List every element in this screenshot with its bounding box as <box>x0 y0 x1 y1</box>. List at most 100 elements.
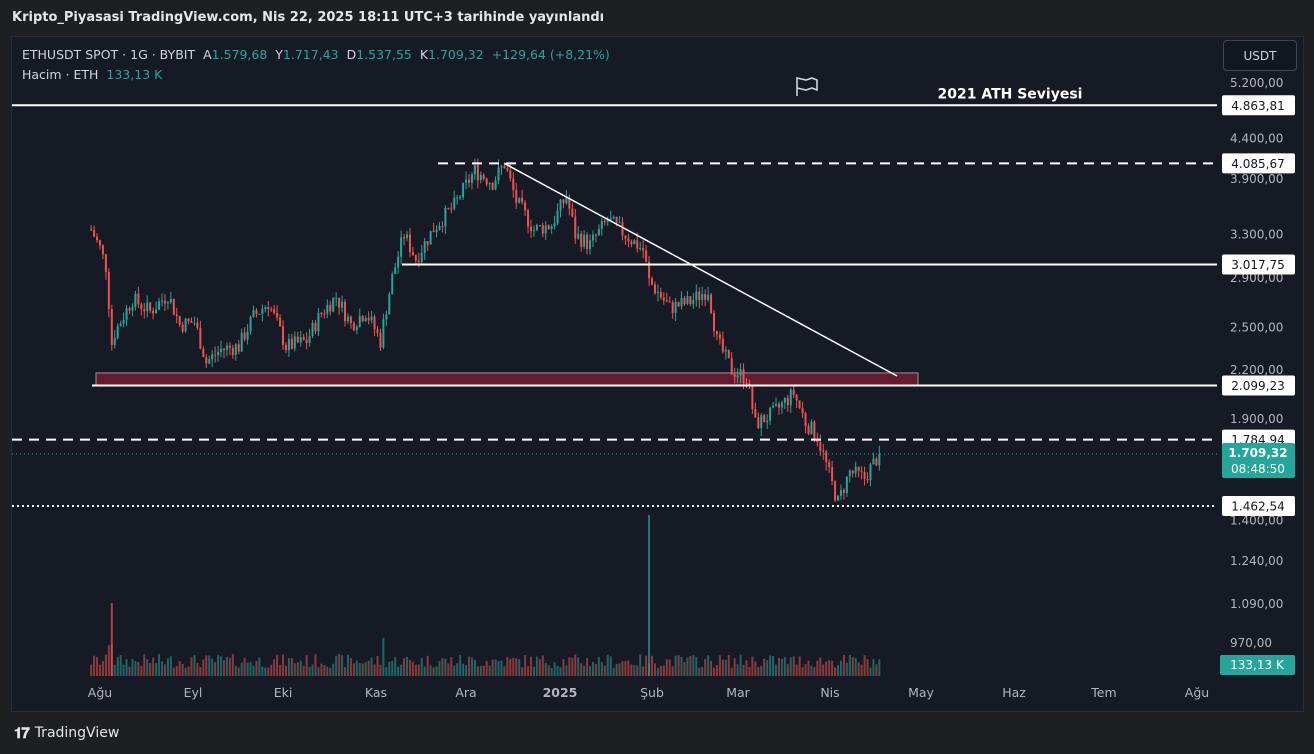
candle-body <box>181 324 184 332</box>
footer-brand[interactable]: 𝟏𝟕 TradingView <box>14 724 119 742</box>
volume-bar <box>828 660 831 676</box>
support-zone <box>95 372 919 387</box>
candle-body <box>411 252 414 256</box>
volume-bar <box>208 655 211 676</box>
candle-body <box>831 467 834 482</box>
volume-bar <box>574 654 577 676</box>
currency-button[interactable]: USDT <box>1223 40 1297 71</box>
volume-bar <box>763 658 766 676</box>
tradingview-logo-icon: 𝟏𝟕 <box>14 724 30 742</box>
change-value: +129,64 (+8,21%) <box>491 47 610 62</box>
candle-body <box>282 326 285 345</box>
volume-bar <box>848 655 851 676</box>
volume-bar <box>636 665 639 676</box>
level-badge <box>1222 496 1295 517</box>
candle-body <box>710 294 713 313</box>
candle-body <box>432 230 435 233</box>
symbol-label[interactable]: ETHUSDT SPOT · 1G · BYBIT <box>22 47 196 62</box>
volume-bar <box>329 667 332 676</box>
candle-body <box>459 197 462 199</box>
volume-bar <box>252 665 255 676</box>
volume-bar <box>323 664 326 676</box>
candle-body <box>701 294 704 300</box>
candle-body <box>506 168 509 171</box>
candle-body <box>317 313 320 332</box>
candle-body <box>689 296 692 305</box>
y-tick-label: 5.200,00 <box>1230 76 1283 90</box>
candle-body <box>208 359 211 364</box>
candle-body <box>872 458 875 465</box>
x-tick-label: Eyl <box>184 685 203 700</box>
volume-bar <box>172 667 175 676</box>
volume-bar <box>338 654 341 676</box>
volume-bar <box>842 654 845 676</box>
volume-bar <box>320 663 323 676</box>
volume-bar <box>479 665 482 676</box>
volume-label[interactable]: Hacim · ETH <box>22 67 99 82</box>
volume-bar <box>420 657 423 676</box>
candle-body <box>420 252 423 262</box>
volume-bar <box>134 661 137 676</box>
volume-bar <box>766 660 769 676</box>
candle-body <box>521 197 524 203</box>
candle-body <box>600 220 603 229</box>
candle-body <box>698 291 701 300</box>
candle-body <box>851 470 854 474</box>
volume-bar <box>742 664 745 676</box>
volume-bar <box>834 667 837 676</box>
volume-bar <box>527 666 530 676</box>
volume-bar <box>795 664 798 676</box>
candle-body <box>730 358 733 375</box>
candle-body <box>273 309 276 313</box>
candle-body <box>155 309 158 314</box>
volume-bar <box>665 659 668 676</box>
level-badge <box>1222 254 1295 275</box>
volume-bar <box>255 660 258 676</box>
candle-body <box>580 233 583 247</box>
volume-bar <box>837 665 839 676</box>
candle-body <box>417 260 420 262</box>
x-tick-label: Ağu <box>1185 685 1209 700</box>
volume-bar <box>589 666 592 676</box>
candle-body <box>789 389 792 406</box>
candle-body <box>736 375 739 377</box>
candle-body <box>713 312 716 332</box>
candle-body <box>724 349 727 352</box>
volume-bar <box>801 667 804 676</box>
candle-body <box>751 385 754 410</box>
candle-body <box>125 308 128 320</box>
volume-bar <box>689 655 692 676</box>
volume-bar <box>556 665 559 676</box>
candle-body <box>834 481 837 501</box>
volume-bar <box>580 663 583 676</box>
candle-body <box>96 236 99 241</box>
volume-bar <box>169 656 172 676</box>
candle-body <box>662 297 665 301</box>
volume-bar <box>284 665 287 676</box>
volume-bar <box>615 663 618 676</box>
volume-bar <box>308 666 311 676</box>
candle-body <box>385 314 388 320</box>
y-tick-label: 1.900,00 <box>1230 412 1283 426</box>
volume-bar <box>518 659 521 676</box>
candle-body <box>553 223 556 227</box>
y-tick-label: 1.090,00 <box>1230 597 1283 611</box>
candle-body <box>373 316 376 330</box>
volume-bar <box>465 665 468 676</box>
volume-bar <box>394 656 397 676</box>
volume-bar <box>302 666 305 676</box>
candle-body <box>101 245 104 255</box>
candle-body <box>228 345 231 348</box>
volume-bar <box>813 667 816 676</box>
candle-body <box>276 312 279 318</box>
volume-bar <box>146 659 149 676</box>
volume-bar <box>772 656 775 676</box>
volume-bar <box>341 655 344 676</box>
candle-body <box>618 222 621 224</box>
candle-body <box>302 337 305 340</box>
candle-body <box>237 344 240 352</box>
volume-bar <box>674 655 677 676</box>
volume-bar <box>178 661 181 676</box>
volume-bar <box>497 660 500 676</box>
